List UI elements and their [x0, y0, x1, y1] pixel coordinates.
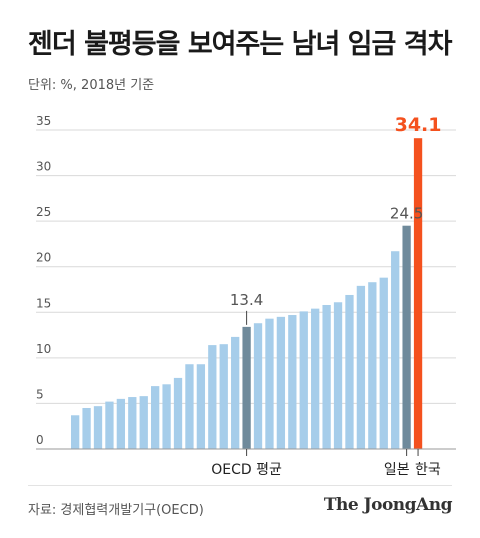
category-label: 한국	[415, 462, 441, 478]
y-tick-label: 25	[36, 205, 51, 219]
y-tick-label: 20	[36, 251, 51, 265]
bar	[82, 407, 91, 449]
bar	[173, 377, 183, 449]
bar	[185, 364, 194, 449]
bar	[208, 345, 217, 449]
bar	[162, 384, 171, 449]
bar	[276, 316, 286, 449]
bar	[242, 326, 251, 449]
y-tick-label: 35	[36, 114, 51, 128]
bar	[128, 397, 137, 449]
chart-title: 젠더 불평등을 보여주는 남녀 임금 격차	[28, 29, 452, 60]
chart-unit-note: 단위: %, 2018년 기준	[28, 78, 155, 93]
bar	[311, 308, 320, 449]
y-tick-label: 10	[36, 342, 51, 356]
bar	[196, 364, 206, 449]
bar	[322, 304, 331, 449]
bar	[93, 406, 103, 449]
bar	[368, 282, 377, 449]
bar	[345, 294, 354, 449]
bar	[356, 285, 366, 449]
bar	[402, 225, 411, 449]
bar	[253, 323, 263, 449]
bar	[299, 311, 308, 449]
bar	[391, 251, 400, 449]
bar	[151, 386, 160, 449]
y-tick-label: 5	[36, 387, 44, 401]
category-label: OECD 평균	[211, 462, 282, 478]
bar	[116, 398, 126, 449]
footer-divider	[28, 485, 452, 486]
value-label: 24.5	[390, 205, 423, 223]
bar	[333, 302, 343, 449]
y-tick-label: 0	[36, 433, 44, 447]
bar	[413, 138, 423, 449]
value-label: 34.1	[395, 114, 442, 136]
bar	[231, 336, 240, 449]
brand-logo: The JoongAng	[323, 495, 453, 515]
bar	[71, 415, 80, 449]
value-label: 13.4	[230, 291, 263, 309]
bar	[265, 318, 274, 449]
bar	[139, 396, 148, 449]
y-tick-label: 15	[36, 296, 51, 310]
bar	[379, 277, 388, 449]
source-note: 자료: 경제협력개발기구(OECD)	[28, 503, 204, 518]
bar	[219, 344, 228, 449]
bar	[288, 315, 297, 449]
y-tick-label: 30	[36, 160, 51, 174]
category-label: 일본	[384, 462, 410, 478]
bar	[105, 401, 114, 449]
